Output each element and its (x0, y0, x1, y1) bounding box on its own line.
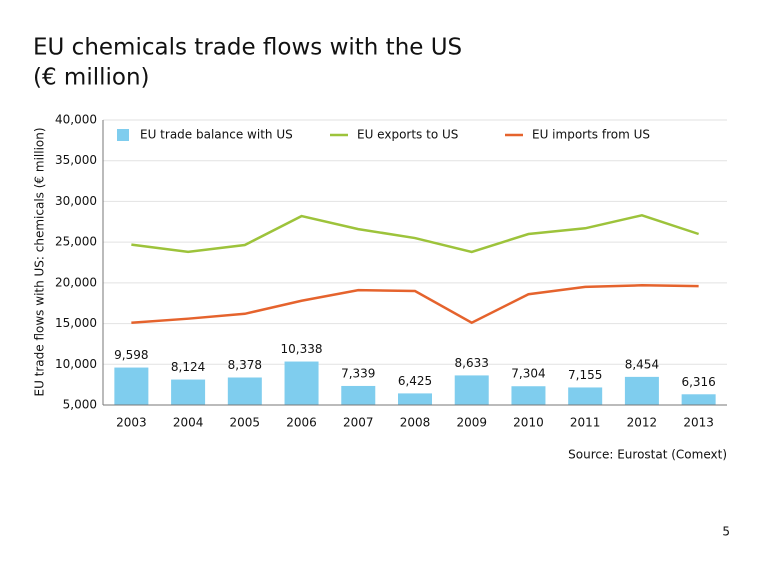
y-tick-label: 20,000 (55, 275, 97, 289)
bar (568, 387, 603, 405)
bar (398, 393, 432, 405)
y-tick-label: 5,000 (63, 398, 97, 412)
y-tick-label: 35,000 (55, 153, 97, 167)
data-label: 8,378 (228, 358, 262, 372)
x-tick-label: 2005 (230, 416, 261, 430)
data-label: 6,316 (681, 375, 715, 389)
bar (511, 386, 546, 405)
y-tick-label: 40,000 (55, 113, 97, 127)
x-tick-label: 2006 (286, 416, 317, 430)
data-label: 6,425 (398, 374, 432, 388)
y-tick-label: 30,000 (55, 194, 97, 208)
bar (114, 367, 149, 405)
legend-label: EU imports from US (532, 128, 650, 142)
x-tick-label: 2004 (173, 416, 204, 430)
bar (284, 361, 319, 405)
data-label: 7,155 (568, 368, 602, 382)
data-label: 8,454 (625, 357, 659, 371)
bar (454, 375, 489, 405)
legend-swatch (117, 129, 129, 141)
data-label: 8,633 (455, 356, 489, 370)
data-label: 7,304 (511, 367, 545, 381)
line (131, 284, 699, 325)
x-tick-label: 2003 (116, 416, 147, 430)
data-label: 10,338 (281, 342, 323, 356)
chart-subtitle: (€ million) (33, 65, 150, 91)
y-tick-label: 25,000 (55, 235, 97, 249)
data-label: 8,124 (171, 360, 205, 374)
bar (341, 385, 376, 405)
page-number: 5 (722, 525, 730, 539)
data-label: 9,598 (114, 348, 148, 362)
x-tick-label: 2007 (343, 416, 374, 430)
legend-label: EU trade balance with US (140, 128, 293, 142)
legend-label: EU exports to US (357, 128, 458, 142)
data-label: 7,339 (341, 366, 375, 380)
bar (681, 394, 716, 405)
line (131, 213, 700, 254)
bar (624, 376, 659, 405)
x-tick-label: 2012 (627, 416, 658, 430)
x-tick-label: 2011 (570, 416, 601, 430)
bar (171, 379, 206, 405)
source: Source: Eurostat (Comext) (568, 448, 727, 462)
y-tick-label: 15,000 (55, 316, 97, 330)
x-tick-label: 2013 (683, 416, 714, 430)
x-tick-label: 2008 (400, 416, 431, 430)
x-tick-label: 2010 (513, 416, 544, 430)
chart-title: EU chemicals trade flows with the US (33, 35, 462, 61)
bar (227, 377, 262, 405)
y-tick-label: 10,000 (55, 357, 97, 371)
y-axis-label: EU trade flows with US: chemicals (€ mil… (33, 127, 47, 396)
x-tick-label: 2009 (456, 416, 487, 430)
